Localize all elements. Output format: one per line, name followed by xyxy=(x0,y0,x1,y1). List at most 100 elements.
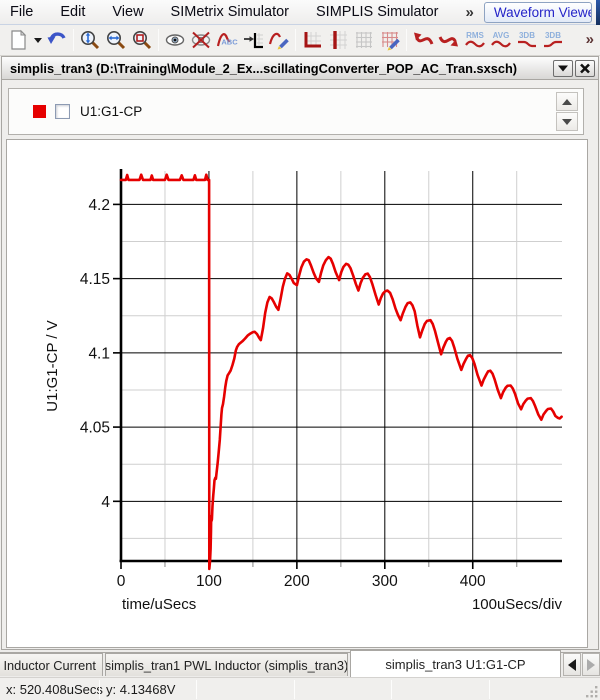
svg-text:0: 0 xyxy=(117,573,126,590)
collapse-window-button[interactable] xyxy=(553,59,573,77)
svg-text:4: 4 xyxy=(101,494,110,511)
move-curve-axis-button[interactable] xyxy=(240,27,266,53)
menu-file[interactable]: File xyxy=(10,4,34,20)
red-curve-arrow-left-icon xyxy=(414,32,434,45)
window-title: simplis_tran3 (D:\Training\Module_2_Ex..… xyxy=(10,60,518,76)
menu-simetrix-simulator[interactable]: SIMetrix Simulator xyxy=(170,4,289,20)
caret-down-icon xyxy=(558,65,568,72)
chevron-down-icon xyxy=(33,37,42,43)
curve-pencil-icon xyxy=(268,32,289,50)
svg-text:RMS: RMS xyxy=(466,31,484,40)
tab-simplis-tran1-pwl-inductor[interactable]: simplis_tran1 PWL Inductor (simplis_tran… xyxy=(105,653,348,676)
menu-simplis-simulator[interactable]: SIMPLIS Simulator xyxy=(316,4,439,20)
curve-back-button[interactable] xyxy=(410,27,436,53)
grid-icon xyxy=(356,32,372,48)
zoom-box-icon xyxy=(133,31,152,50)
svg-text:4.15: 4.15 xyxy=(80,271,110,288)
tabbar-border xyxy=(0,652,600,653)
close-icon xyxy=(580,63,590,73)
db-lowpass-icon: 3DB xyxy=(518,31,536,48)
hide-curve-button[interactable] xyxy=(188,27,214,53)
new-graph-button[interactable] xyxy=(5,27,31,53)
tab-scroll-right-button[interactable] xyxy=(582,653,600,676)
graph-window-titlebar[interactable]: simplis_tran3 (D:\Training\Module_2_Ex..… xyxy=(2,57,598,80)
avg-button[interactable]: AVG xyxy=(488,27,514,53)
status-bar: x: 520.408uSecs y: 4.13468V xyxy=(0,677,600,700)
edit-grid-button[interactable] xyxy=(377,27,403,53)
new-graph-menu-button[interactable] xyxy=(31,27,44,53)
toolbar-separator xyxy=(158,29,159,51)
status-separator xyxy=(489,680,490,699)
triangle-left-icon xyxy=(568,658,576,671)
undo-button[interactable] xyxy=(44,27,70,53)
new-grid-button[interactable] xyxy=(325,27,351,53)
toolbar-separator xyxy=(406,29,407,51)
new-axes-button[interactable] xyxy=(299,27,325,53)
window-border-fragment xyxy=(595,0,600,25)
zoom-vertical-icon xyxy=(81,31,100,50)
legend-scrollbar xyxy=(556,92,578,131)
undo-icon xyxy=(47,32,66,44)
legend-item: U1:G1-CP xyxy=(33,104,142,119)
svg-text:U1:G1-CP / V: U1:G1-CP / V xyxy=(44,320,61,411)
curve-color-swatch xyxy=(33,105,46,118)
avg-icon: AVG xyxy=(491,31,511,48)
toolbar-overflow-chevron[interactable]: » xyxy=(585,31,594,48)
triangle-right-icon xyxy=(587,658,595,671)
legend-scroll-up-button[interactable] xyxy=(556,92,578,111)
db-lowpass-button[interactable]: 3DB xyxy=(514,27,540,53)
edit-curve-button[interactable] xyxy=(266,27,292,53)
svg-text:4.2: 4.2 xyxy=(88,197,110,214)
viewer-mode-combobox[interactable]: Waveform Viewer xyxy=(483,1,592,23)
tab-simplis-tran3-u1-g1-cp[interactable]: simplis_tran3 U1:G1-CP xyxy=(350,650,561,677)
menu-edit[interactable]: Edit xyxy=(60,4,86,20)
svg-text:100uSecs/div: 100uSecs/div xyxy=(472,596,563,613)
eye-crossed-icon xyxy=(191,31,211,49)
move-to-axis-icon xyxy=(244,33,263,49)
svg-text:AVG: AVG xyxy=(493,31,510,40)
status-separator xyxy=(99,680,100,699)
svg-text:200: 200 xyxy=(284,573,310,590)
axis-bar-grid-icon xyxy=(330,31,347,49)
status-separator xyxy=(391,680,392,699)
zoom-fit-x-button[interactable] xyxy=(103,27,129,53)
svg-text:4.1: 4.1 xyxy=(88,345,110,362)
close-window-button[interactable] xyxy=(575,59,595,77)
grid-pencil-icon xyxy=(382,32,400,51)
triangle-up-icon xyxy=(562,98,572,105)
db-highpass-button[interactable]: 3DB xyxy=(540,27,566,53)
status-separator xyxy=(294,680,295,699)
sheet-tab-bar: l Inductor Current simplis_tran1 PWL Ind… xyxy=(0,650,600,677)
svg-text:400: 400 xyxy=(460,573,486,590)
svg-text:3DB: 3DB xyxy=(545,31,561,40)
svg-text:4.05: 4.05 xyxy=(80,420,110,437)
toolbar-separator xyxy=(73,29,74,51)
status-separator xyxy=(196,680,197,699)
curve-checkbox[interactable] xyxy=(55,104,70,119)
show-curve-button[interactable] xyxy=(162,27,188,53)
plot-panel[interactable]: 0 100 200 300 400 4.2 4.15 4.1 4.05 4 time/uSecs 10… xyxy=(6,139,588,648)
resize-grip[interactable] xyxy=(586,686,599,699)
waveform-chart: 0 100 200 300 400 4.2 4.15 4.1 4.05 4 time/uSecs 10… xyxy=(44,169,563,613)
tab-inductor-current[interactable]: l Inductor Current xyxy=(0,653,103,676)
svg-text:100: 100 xyxy=(196,573,222,590)
rms-icon: RMS xyxy=(465,31,485,48)
combobox-value: Waveform Viewer xyxy=(493,4,592,20)
menu-view[interactable]: View xyxy=(112,4,144,20)
svg-text:time/uSecs: time/uSecs xyxy=(122,596,196,613)
curve-label: U1:G1-CP xyxy=(80,104,143,119)
legend-scroll-down-button[interactable] xyxy=(556,112,578,131)
show-grid-button[interactable] xyxy=(351,27,377,53)
zoom-box-button[interactable] xyxy=(129,27,155,53)
zoom-horizontal-icon xyxy=(107,31,126,50)
label-curve-button[interactable]: ABC xyxy=(214,27,240,53)
legend-panel: U1:G1-CP xyxy=(8,88,584,135)
zoom-fit-y-button[interactable] xyxy=(77,27,103,53)
svg-text:3DB: 3DB xyxy=(519,31,535,40)
tab-scroll-left-button[interactable] xyxy=(563,653,581,676)
menu-overflow-chevron[interactable]: » xyxy=(465,3,474,21)
rms-button[interactable]: RMS xyxy=(462,27,488,53)
curve-forward-button[interactable] xyxy=(436,27,462,53)
toolbar: ABC xyxy=(0,25,600,56)
